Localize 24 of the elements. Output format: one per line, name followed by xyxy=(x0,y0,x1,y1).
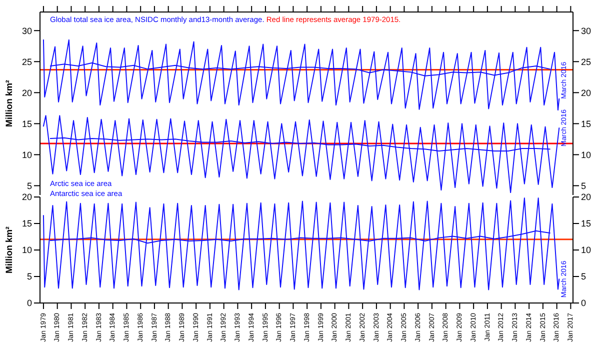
y-tick-label: 20 xyxy=(22,88,32,98)
y-tick-label: 30 xyxy=(22,26,32,36)
y-tick-label: 0 xyxy=(26,298,32,308)
y2-tick-label: 10 xyxy=(581,245,592,256)
y-tick-label: 15 xyxy=(22,118,32,129)
y2-tick-label: 5 xyxy=(581,180,586,191)
y-tick-label: 10 xyxy=(22,245,32,256)
y-axis-title: Million km² xyxy=(4,226,14,274)
y-tick-label: 5 xyxy=(26,180,32,191)
y2-tick-label: 20 xyxy=(581,192,592,202)
y2-tick-label: 30 xyxy=(581,26,592,36)
y-tick-label: 5 xyxy=(26,272,32,282)
y-tick-label: 20 xyxy=(22,192,32,202)
y2-tick-label: 0 xyxy=(581,298,586,308)
y2-tick-label: 20 xyxy=(581,88,592,98)
y2-tick-label: 10 xyxy=(581,150,592,160)
y-tick-label: 10 xyxy=(22,150,32,160)
y2-tick-label: 15 xyxy=(581,118,592,129)
y2-tick-label: 25 xyxy=(581,56,592,67)
y-tick-label: 25 xyxy=(22,56,32,67)
y-tick-label: 15 xyxy=(22,218,32,229)
y-axis-title: Million km² xyxy=(4,80,14,127)
y2-tick-label: 15 xyxy=(581,218,592,229)
y2-tick-label: 5 xyxy=(581,272,586,282)
